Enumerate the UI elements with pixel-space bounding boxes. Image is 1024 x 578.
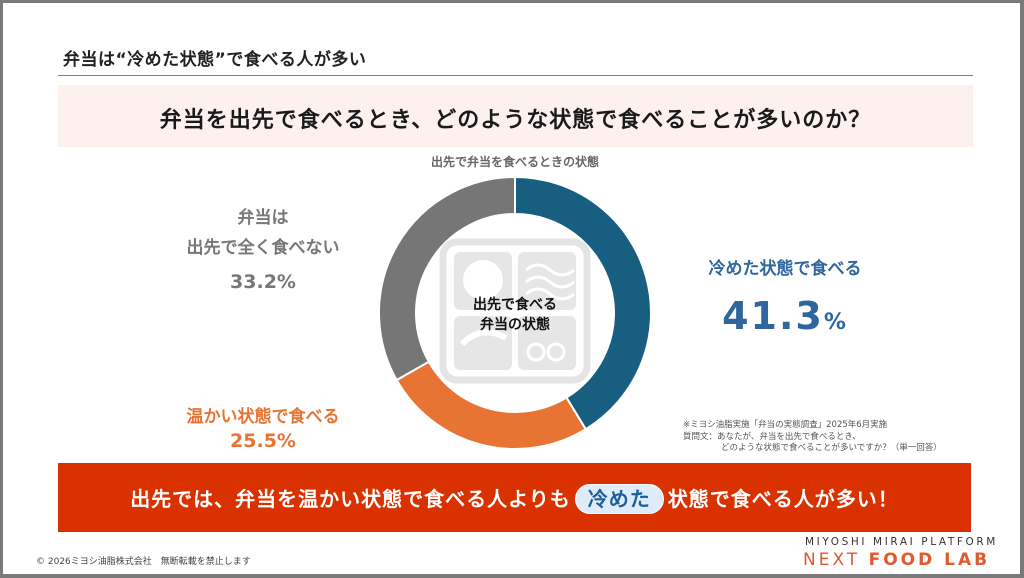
- donut-segment-not-eaten: [378, 175, 516, 382]
- conclusion-highlight-pill: 冷めた: [574, 484, 664, 514]
- conclusion-text: 出先では、弁当を温かい状態で食べる人よりも 冷めた 状態で食べる人が多い！: [58, 483, 971, 514]
- donut-chart: [378, 175, 652, 450]
- brand-logo-light: NEXT: [803, 550, 869, 570]
- copyright: © 2026ミヨシ油脂株式会社 無断転載を禁止します: [36, 557, 251, 567]
- question-text: 弁当を出先で食べるとき、どのような状態で食べることが多いのか？: [159, 108, 872, 133]
- donut-segment-cold: [514, 175, 652, 431]
- note-line1: ※ミヨシ油脂実施「弁当の実態調査」2025年6月実施: [683, 420, 888, 430]
- survey-note: ※ミヨシ油脂実施「弁当の実態調査」2025年6月実施 質問文：あなたが、弁当を出…: [683, 420, 942, 455]
- slide: 弁当は“冷めた状態”で食べる人が多い 弁当を出先で食べるとき、どのような状態で食…: [3, 3, 1020, 574]
- center-label-line2: 弁当の状態: [480, 317, 550, 333]
- conclusion-before: 出先では、弁当を温かい状態で食べる人よりも: [130, 487, 571, 511]
- brand-platform: MIYOSHI MIRAI PLATFORM: [805, 536, 998, 548]
- center-label-line1: 出先で食べる: [473, 297, 557, 313]
- note-line3: どのような状態で食べることが多いですか？（単一回答）: [721, 443, 942, 453]
- heading-divider: [58, 75, 973, 76]
- note-line2: 質問文：あなたが、弁当を出先で食べるとき、: [683, 431, 861, 442]
- bento-box-icon: [439, 238, 591, 384]
- value-warm: 25.5%: [230, 430, 296, 452]
- value-not-eaten: 33.2%: [230, 271, 296, 293]
- label-not-eaten: 弁当は 出先で全く食べない: [143, 203, 383, 263]
- value-cold-unit: %: [823, 310, 848, 335]
- conclusion-banner: 出先では、弁当を温かい状態で食べる人よりも 冷めた 状態で食べる人が多い！: [58, 463, 971, 532]
- conclusion-after: 状態で食べる人が多い！: [667, 487, 899, 511]
- value-cold: 41.3%: [675, 294, 895, 338]
- brand-logo: NEXT FOOD LAB: [803, 550, 990, 570]
- label-not-eaten-line2: 出先で全く食べない: [186, 238, 340, 258]
- donut-segment-warm: [395, 360, 588, 450]
- label-not-eaten-line1: 弁当は: [237, 208, 289, 228]
- donut-center-label: 出先で食べる 弁当の状態: [443, 295, 587, 335]
- value-cold-number: 41.3: [722, 294, 824, 338]
- label-cold: 冷めた状態で食べる: [708, 259, 862, 279]
- question-band: 弁当を出先で食べるとき、どのような状態で食べることが多いのか？: [58, 85, 973, 147]
- slide-heading: 弁当は“冷めた状態”で食べる人が多い: [63, 50, 367, 70]
- chart-title: 出先で弁当を食べるときの状態: [430, 155, 599, 169]
- label-warm: 温かい状態で食べる: [186, 407, 340, 427]
- brand-logo-bold: FOOD LAB: [868, 550, 991, 570]
